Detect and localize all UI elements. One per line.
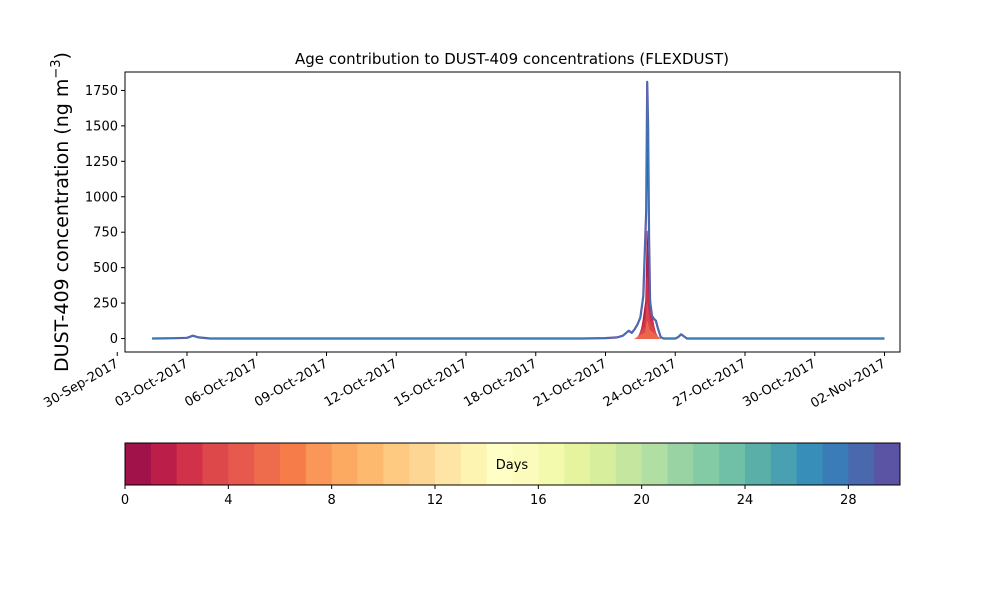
colorbar-cell <box>409 443 436 485</box>
colorbar-cell <box>125 443 152 485</box>
colorbar-cell <box>254 443 281 485</box>
colorbar-cell <box>331 443 358 485</box>
age-layer-5-days <box>633 321 662 339</box>
y-axis-label-close: ) <box>51 52 73 59</box>
colorbar-cell <box>305 443 333 485</box>
x-axis: 30-Sep-201703-Oct-201706-Oct-201709-Oct-… <box>41 352 889 411</box>
y-axis-label-exponent: −3 <box>49 59 64 78</box>
plot-area <box>124 71 901 353</box>
y-tick-label: 250 <box>93 297 118 312</box>
colorbar-cell <box>435 443 462 485</box>
colorbar-cell <box>693 443 720 485</box>
colorbar-cell <box>770 443 798 485</box>
colorbar-ticks: 0 4 8 12 16 20 24 28 <box>121 485 857 508</box>
colorbar-cell <box>615 443 643 485</box>
colorbar-cell <box>383 443 410 485</box>
x-tick-label: 09-Oct-2017 <box>252 356 330 410</box>
colorbar-cell <box>796 443 823 485</box>
colorbar-tick-label: 0 <box>121 493 129 508</box>
colorbar-cell <box>848 443 875 485</box>
x-tick-label: 18-Oct-2017 <box>461 356 539 410</box>
colorbar-cell <box>822 443 849 485</box>
colorbar-cell <box>564 443 591 485</box>
colorbar-cell <box>280 443 307 485</box>
colorbar-tick-label: 12 <box>427 493 444 508</box>
chart-title: Age contribution to DUST-409 concentrati… <box>295 50 729 68</box>
colorbar-cell <box>667 443 694 485</box>
y-axis-label-main: DUST-409 concentration (ng m <box>51 79 73 372</box>
colorbar-cell <box>719 443 746 485</box>
y-tick-label: 1750 <box>85 84 118 99</box>
colorbar-label: Days <box>496 458 529 473</box>
x-tick-label: 24-Oct-2017 <box>601 356 679 410</box>
colorbar-cell <box>228 443 255 485</box>
colorbar-tick-label: 20 <box>633 493 650 508</box>
colorbar-tick-label: 28 <box>840 493 857 508</box>
colorbar-cell <box>590 443 617 485</box>
x-tick-label: 30-Oct-2017 <box>740 356 818 410</box>
x-tick-label: 06-Oct-2017 <box>182 356 260 410</box>
colorbar-cell <box>512 443 539 485</box>
colorbar-cell <box>202 443 229 485</box>
y-tick-label: 1000 <box>85 190 118 205</box>
y-axis: 0 250 500 750 1000 1250 1500 1750 <box>85 84 125 347</box>
y-tick-label: 1500 <box>85 119 118 134</box>
colorbar: Days 0 4 8 12 16 20 24 28 <box>121 442 901 508</box>
colorbar-cell <box>150 443 178 485</box>
x-tick-label: 21-Oct-2017 <box>531 356 609 410</box>
colorbar-cell <box>357 443 384 485</box>
colorbar-cell <box>874 443 901 485</box>
y-tick-label: 750 <box>93 226 118 241</box>
colorbar-tick-label: 24 <box>737 493 754 508</box>
colorbar-cell <box>745 443 772 485</box>
y-tick-label: 0 <box>110 332 118 347</box>
colorbar-tick-label: 8 <box>328 493 336 508</box>
colorbar-cell <box>176 443 203 485</box>
colorbar-frame <box>124 442 901 486</box>
colorbar-tick-label: 16 <box>530 493 547 508</box>
total-concentration-line <box>152 80 885 340</box>
colorbar-cells <box>125 443 901 485</box>
x-tick-label: 02-Nov-2017 <box>808 356 888 411</box>
colorbar-tick-label: 4 <box>224 493 232 508</box>
x-tick-label: 27-Oct-2017 <box>671 356 749 410</box>
y-tick-label: 500 <box>93 261 118 276</box>
total-concentration-line-inner <box>152 81 885 339</box>
colorbar-cell <box>641 443 668 485</box>
colorbar-cell <box>538 443 565 485</box>
colorbar-cell <box>486 443 513 485</box>
y-axis-label: DUST-409 concentration (ng m−3) <box>49 52 73 372</box>
x-tick-label: 12-Oct-2017 <box>322 356 400 410</box>
x-tick-label: 03-Oct-2017 <box>113 356 191 410</box>
total-concentration-series <box>152 80 885 340</box>
y-tick-label: 1250 <box>85 155 118 170</box>
x-tick-label: 15-Oct-2017 <box>392 356 470 410</box>
plot-frame <box>124 71 901 353</box>
colorbar-cell <box>460 443 488 485</box>
